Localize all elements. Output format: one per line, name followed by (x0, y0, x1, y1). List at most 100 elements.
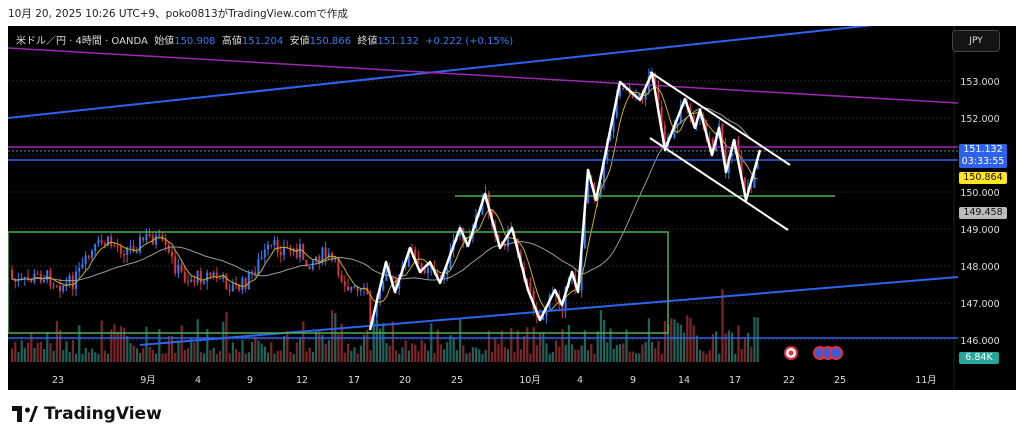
candle-body (612, 116, 615, 133)
volume-bar (452, 337, 455, 362)
candle-body (228, 289, 231, 292)
candle-body (750, 186, 753, 188)
volume-bar (177, 340, 180, 362)
volume-bar (119, 326, 122, 362)
volume-bar (20, 340, 23, 362)
volume-bar (398, 353, 401, 362)
low-value: 150.866 (309, 36, 351, 47)
symbol-legend: 米ドル／円 · 4時間 · OANDA 始値150.908 高値151.204 … (16, 32, 513, 47)
candle-body (33, 273, 36, 282)
candle-body (209, 272, 212, 276)
volume-bar (606, 342, 609, 362)
candle-body (94, 243, 97, 251)
volume-bar (340, 323, 343, 362)
volume-bar (500, 330, 503, 362)
candle-body (126, 247, 129, 256)
volume-bar (539, 332, 542, 362)
time-axis-label: 14 (678, 375, 690, 386)
volume-bar (404, 340, 407, 362)
candle-body (167, 244, 170, 253)
volume-bar (459, 319, 462, 362)
channel-upper-line (649, 71, 791, 166)
volume-bar (660, 353, 663, 362)
chart-area[interactable]: 153.000 152.000 150.000 149.000 148.000 147.0… (8, 26, 1016, 390)
volume-bar (324, 343, 327, 362)
volume-bar (708, 350, 711, 362)
candle-body (532, 290, 535, 310)
volume-bar (257, 340, 260, 362)
time-axis-label: 22 (783, 375, 795, 386)
candle-body (59, 285, 61, 291)
candle-body (324, 247, 327, 258)
volume-bar (628, 351, 631, 362)
volume-bar (583, 330, 586, 362)
volume-bar (363, 334, 366, 362)
volume-bar (97, 353, 100, 362)
volume-bar (107, 353, 110, 362)
volume-bar (411, 343, 414, 362)
candle-body (238, 284, 241, 291)
volume-bar (414, 344, 417, 362)
volume-bar (33, 348, 36, 362)
volume-bar (308, 347, 311, 362)
volume-bar (167, 335, 170, 362)
candle-body (583, 203, 586, 249)
high-label: 高値 (221, 36, 242, 47)
candle-body (30, 279, 33, 282)
candle-body (343, 281, 346, 287)
volume-bar (711, 333, 714, 362)
channel-lower-line (649, 137, 789, 231)
volume-bar (487, 330, 490, 362)
volume-bar (657, 341, 660, 362)
candle-body (731, 152, 733, 157)
volume-bar (180, 325, 183, 362)
candle-body (52, 285, 55, 287)
volume-bar (353, 347, 356, 362)
volume-bar (667, 324, 670, 362)
volume-bar (62, 350, 65, 362)
candle-body (107, 236, 109, 246)
candle-body (743, 177, 746, 192)
candle-body (244, 277, 247, 290)
volume-bar (132, 345, 135, 362)
tradingview-logo-icon (12, 406, 38, 422)
price-axis-label: 146.000 (960, 336, 999, 347)
candle-body (279, 251, 282, 256)
volume-bar (407, 350, 410, 362)
volume-bar (503, 347, 506, 362)
candle-body (84, 255, 87, 265)
candle-body (382, 280, 385, 291)
candle-body (273, 240, 276, 246)
volume-bar (391, 321, 394, 362)
volume-bar (596, 331, 599, 362)
volume-bar (372, 322, 375, 362)
volume-bar (123, 327, 126, 362)
volume-bar (587, 350, 590, 362)
volume-bar (17, 352, 20, 362)
candle-body (622, 88, 625, 90)
candle-body (369, 293, 372, 325)
last-price: 151.132 (963, 144, 1003, 155)
candle-body (23, 276, 26, 279)
volume-bar (564, 344, 567, 362)
price-chart[interactable]: 153.000 152.000 150.000 149.000 148.000 147.0… (8, 26, 1016, 390)
volume-bar (468, 352, 471, 362)
volume-bar (103, 350, 106, 362)
volume-bar (651, 341, 654, 362)
candle-body (260, 257, 263, 259)
candle-body (417, 258, 420, 264)
volume-bar (215, 353, 218, 362)
volume-bar (702, 351, 705, 362)
volume-bar (737, 325, 740, 362)
volume-bar (523, 335, 526, 362)
volume-bar (692, 325, 695, 362)
tradingview-logo[interactable]: TradingView (12, 404, 162, 424)
candle-body (100, 239, 103, 244)
currency-button[interactable]: JPY (952, 30, 1000, 52)
volume-bar (561, 329, 564, 362)
volume-bar (23, 348, 26, 362)
volume-bar (465, 353, 468, 362)
candle-body (375, 299, 378, 317)
volume-bar (52, 350, 55, 362)
candle-body (507, 229, 509, 247)
